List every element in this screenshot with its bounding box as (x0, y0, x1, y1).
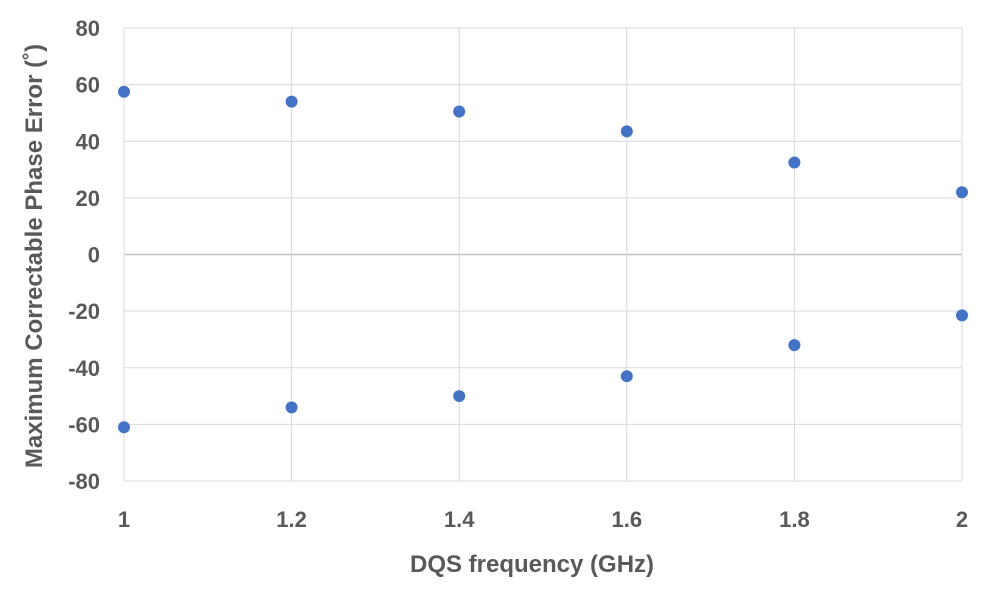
y-axis-title: Maximum Correctable Phase Error (˚) (21, 44, 48, 468)
y-tick-labels: 80 60 40 20 0 -20 -40 -60 -80 (68, 16, 100, 494)
data-point (956, 186, 968, 199)
x-tick-label: 2 (956, 507, 968, 532)
y-tick-label: -40 (68, 356, 100, 381)
y-tick-label: -80 (68, 469, 100, 494)
y-tick-label: 0 (88, 243, 100, 268)
y-tick-label: 40 (76, 129, 100, 154)
data-point (285, 95, 298, 108)
data-point (620, 125, 633, 138)
y-tick-label: -60 (68, 412, 100, 437)
y-tick-label: -20 (68, 299, 100, 324)
x-tick-label: 1.2 (276, 507, 307, 532)
x-tick-label: 1.6 (612, 507, 643, 532)
x-tick-label: 1 (118, 507, 130, 532)
x-tick-label: 1.4 (444, 507, 475, 532)
data-point (118, 85, 130, 98)
data-point (620, 370, 633, 383)
data-point (453, 390, 466, 403)
x-axis-title: DQS frequency (GHz) (410, 551, 654, 578)
data-point (788, 156, 801, 169)
data-point (788, 339, 801, 352)
y-tick-label: 80 (76, 16, 100, 41)
data-point (285, 401, 298, 414)
data-point (118, 421, 130, 434)
data-point (956, 309, 968, 322)
data-points (118, 85, 968, 434)
data-point (453, 105, 466, 118)
x-tick-label: 1.8 (779, 507, 810, 532)
y-tick-label: 60 (76, 73, 100, 98)
grid-lines (123, 27, 963, 482)
x-tick-labels: 1 1.2 1.4 1.6 1.8 2 (118, 507, 968, 532)
y-tick-label: 20 (76, 186, 100, 211)
